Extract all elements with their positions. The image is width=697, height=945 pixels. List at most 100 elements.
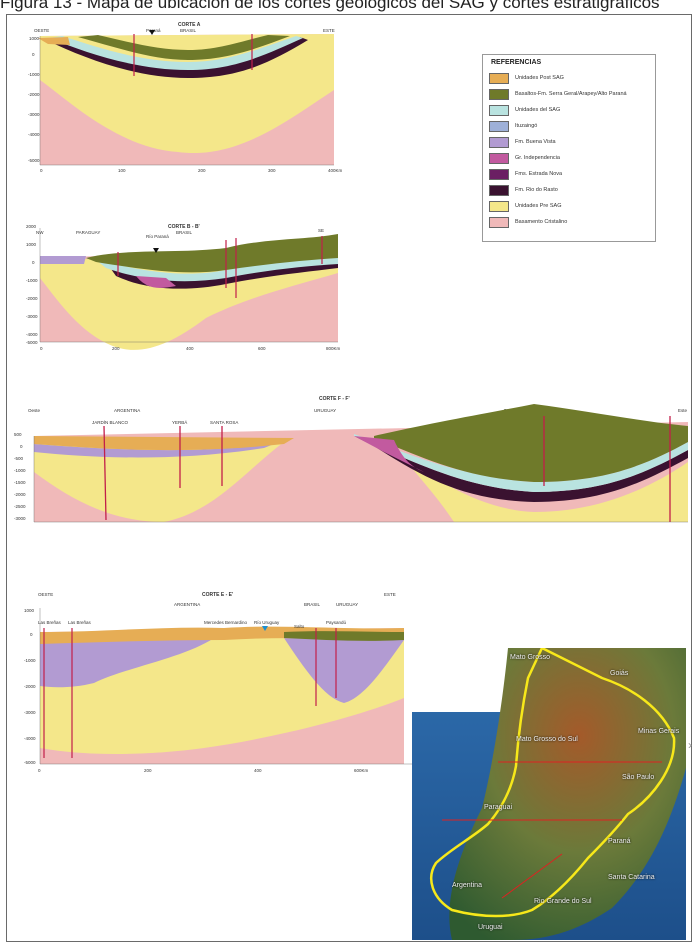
- map-label: São Paulo: [622, 774, 655, 781]
- well-label: Las Breñas: [38, 620, 62, 625]
- section-a-cross-section: CORTE A BRASIL OESTE ESTE Paraná 1000 0 …: [28, 20, 348, 180]
- section-line: [501, 853, 563, 899]
- section-b-cross-section: CORTE B - B' NW PARAGUAY BRASIL SE Río P…: [26, 218, 346, 388]
- y-tick: -4000: [26, 332, 38, 337]
- legend-swatch: [489, 120, 509, 132]
- y-tick: -1000: [26, 278, 38, 283]
- legend-label: Fm. Rio do Rasto: [515, 187, 558, 193]
- section-f-cross-section: CORTE F - F' Oeste ARGENTINA URUGUAY BRA…: [14, 392, 694, 542]
- section-b-title: CORTE B - B': [168, 224, 200, 230]
- x-tick: 0: [40, 168, 43, 173]
- basalt-layer: [86, 234, 338, 273]
- post-sag-layer: [40, 626, 404, 644]
- well-label: Las Breñas: [68, 620, 92, 625]
- map-label: Rio Grande do Sul: [534, 898, 592, 905]
- sag-layer: [354, 434, 688, 492]
- x-tick: 0: [38, 768, 41, 773]
- y-tick: -3000: [28, 112, 40, 117]
- y-tick: -5000: [26, 340, 38, 345]
- x-tick: 400: [254, 768, 262, 773]
- basalt-layer: [374, 404, 688, 482]
- section-a-west: OESTE: [34, 28, 49, 33]
- rio-do-rasto-layer: [354, 436, 688, 502]
- y-tick: -1500: [14, 480, 26, 485]
- section-e-country1: ARGENTINA: [174, 602, 200, 607]
- y-tick: -2000: [28, 92, 40, 97]
- x-tick: 200: [144, 768, 152, 773]
- y-tick: 1000: [29, 36, 40, 41]
- legend-label: Ituzaingó: [515, 123, 538, 129]
- legend-swatch: [489, 136, 509, 148]
- pre-sag-layer: [394, 446, 688, 522]
- y-tick: 0: [32, 52, 35, 57]
- section-e-left: OESTE: [38, 592, 53, 597]
- y-tick: -2000: [24, 684, 36, 689]
- y-tick: -4000: [28, 132, 40, 137]
- legend-label: Unidades Post SAG: [515, 75, 564, 81]
- map-label: Paraná: [608, 838, 631, 845]
- buena-vista-layer: [40, 256, 86, 264]
- map-label: Argentina: [452, 882, 482, 889]
- legend-label: Unidades del SAG: [515, 107, 561, 113]
- section-a-country: BRASIL: [180, 28, 197, 33]
- legend-swatch: [489, 152, 509, 164]
- buena-vista-layer: [284, 638, 404, 703]
- y-tick: -4000: [24, 736, 36, 741]
- rio-do-rasto-layer: [46, 37, 308, 78]
- legend-item: Fm. Rio do Rasto: [489, 184, 558, 196]
- x-tick: 800Km: [326, 346, 341, 351]
- legend-swatch: [489, 72, 509, 84]
- well-label: YERBÁ: [172, 419, 187, 425]
- y-tick: -5000: [24, 760, 36, 765]
- legend-item: Basaltos-Fm. Serra Geral/Arapey/Alto Par…: [489, 88, 627, 100]
- x-tick: 600: [258, 346, 266, 351]
- well-label: Salto: [294, 624, 305, 629]
- x-tick: 0: [40, 346, 43, 351]
- y-tick: -3000: [24, 710, 36, 715]
- y-tick: -1000: [28, 72, 40, 77]
- legend-swatch: [489, 200, 509, 212]
- legend-label: Fms. Estrada Nova: [515, 171, 563, 177]
- x-tick: 200: [112, 346, 120, 351]
- section-b-country2: BRASIL: [176, 230, 193, 235]
- legend-item: Ituzaingó: [489, 120, 537, 132]
- chevron-right-icon: ›: [688, 738, 692, 752]
- well-label: JARDÍN BLANCO: [92, 419, 129, 425]
- well-label: SANTA ROSA: [210, 420, 238, 425]
- y-tick: 0: [20, 444, 23, 449]
- basalt-layer: [78, 35, 290, 60]
- y-tick: 0: [32, 260, 35, 265]
- section-e-right: ESTE: [384, 592, 396, 597]
- well-label: Paysandú: [326, 620, 347, 625]
- x-tick: 300: [268, 168, 276, 173]
- x-tick: 400: [186, 346, 194, 351]
- y-tick: -3000: [14, 516, 26, 521]
- legend-label: Basaltos-Fm. Serra Geral/Arapey/Alto Par…: [515, 91, 627, 97]
- legend-swatch: [489, 216, 509, 228]
- legend-item: Fm. Buena Vista: [489, 136, 556, 148]
- legend-swatch: [489, 104, 509, 116]
- map-label: Santa Catarina: [608, 874, 655, 881]
- section-f-country2: URUGUAY: [314, 408, 336, 413]
- independencia-layer: [354, 436, 424, 472]
- map-label: Minas Gerais: [638, 728, 680, 735]
- x-tick: 600Km: [354, 768, 369, 773]
- legend-item: Unidades Post SAG: [489, 72, 564, 84]
- basalt-layer: [284, 631, 404, 641]
- y-tick: -2000: [14, 492, 26, 497]
- section-f-title: CORTE F - F': [319, 396, 350, 402]
- legend-box: REFERENCIAS Unidades Post SAG Basaltos-F…: [482, 54, 656, 242]
- independencia-layer: [136, 276, 176, 288]
- y-tick: -2500: [14, 504, 26, 509]
- section-e-title: CORTE E - E': [202, 592, 233, 598]
- buena-vista-layer: [34, 444, 274, 458]
- y-tick: -1000: [24, 658, 36, 663]
- legend-item: Fms. Estrada Nova: [489, 168, 562, 180]
- y-tick: -2000: [26, 296, 38, 301]
- section-e-country3: URUGUAY: [336, 602, 358, 607]
- legend-title: REFERENCIAS: [491, 59, 542, 66]
- sag-boundary: [430, 648, 676, 918]
- section-f-country1: ARGENTINA: [114, 408, 140, 413]
- section-b-right: SE: [318, 228, 324, 233]
- x-tick: 200: [198, 168, 206, 173]
